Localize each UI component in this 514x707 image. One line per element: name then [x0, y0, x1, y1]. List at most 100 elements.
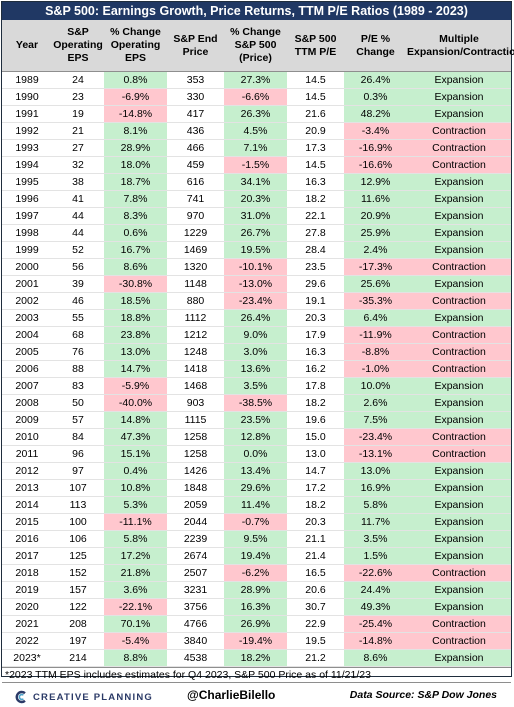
cell-eps-chg: 0.4%: [104, 462, 167, 480]
cell-price: 1248: [167, 343, 224, 361]
cell-price-chg: 31.0%: [224, 207, 287, 225]
cell-price: 3840: [167, 632, 224, 650]
cell-price: 466: [167, 139, 224, 157]
cell-year: 2008: [2, 394, 52, 412]
cell-eps-chg: 0.6%: [104, 224, 167, 242]
cell-eps-chg: 0.8%: [104, 71, 167, 89]
cell-price-chg: 13.4%: [224, 462, 287, 480]
cell-price-chg: 20.3%: [224, 190, 287, 208]
cell-eps-chg: -11.1%: [104, 513, 167, 531]
cell-eps-chg: 8.6%: [104, 258, 167, 276]
cell-eps: 19: [52, 105, 104, 123]
cell-pe-chg: -8.8%: [344, 343, 407, 361]
cell-year: 2019: [2, 581, 52, 599]
cell-multiple: Expansion: [407, 377, 511, 395]
cell-multiple: Contraction: [407, 343, 511, 361]
footnote: *2023 TTM EPS includes estimates for Q4 …: [2, 667, 511, 683]
table-row: 1999 52 16.7% 1469 19.5% 28.4 2.4% Expansion: [2, 241, 511, 259]
cell-pe-chg: 48.2%: [344, 105, 407, 123]
cell-eps: 56: [52, 258, 104, 276]
cell-price: 330: [167, 88, 224, 106]
cell-price: 1112: [167, 309, 224, 327]
cell-eps-chg: 70.1%: [104, 615, 167, 633]
cell-price: 4766: [167, 615, 224, 633]
cell-eps-chg: 5.3%: [104, 496, 167, 514]
cell-eps-chg: 18.0%: [104, 156, 167, 174]
cell-pe-chg: 1.5%: [344, 547, 407, 565]
cell-price-chg: 9.5%: [224, 530, 287, 548]
cell-pe-chg: -25.4%: [344, 615, 407, 633]
cell-year: 1998: [2, 224, 52, 242]
cell-pe: 17.2: [287, 479, 344, 497]
cell-pe: 21.6: [287, 105, 344, 123]
cell-pe-chg: 24.4%: [344, 581, 407, 599]
cell-eps: 41: [52, 190, 104, 208]
cell-price: 616: [167, 173, 224, 191]
cell-price-chg: -1.5%: [224, 156, 287, 174]
creative-planning-c-logo-icon: [15, 690, 26, 704]
cell-year: 1989: [2, 71, 52, 89]
cell-multiple: Contraction: [407, 139, 511, 157]
column-header-line: EPS: [67, 52, 89, 64]
column-header: P/E % Change: [344, 20, 407, 72]
cell-pe-chg: -16.6%: [344, 156, 407, 174]
cell-price: 1469: [167, 241, 224, 259]
cell-multiple: Expansion: [407, 173, 511, 191]
column-header: Multiple Expansion/Contraction: [407, 20, 514, 72]
cell-price: 2044: [167, 513, 224, 531]
cell-pe-chg: -35.3%: [344, 292, 407, 310]
cell-multiple: Expansion: [407, 88, 511, 106]
cell-eps: 152: [52, 564, 104, 582]
cell-price-chg: 11.4%: [224, 496, 287, 514]
cell-eps: 122: [52, 598, 104, 616]
cell-eps-chg: -30.8%: [104, 275, 167, 293]
cell-pe-chg: 10.0%: [344, 377, 407, 395]
column-header-line: Year: [15, 39, 39, 51]
cell-pe-chg: 2.6%: [344, 394, 407, 412]
cell-price: 1148: [167, 275, 224, 293]
cell-year: 1999: [2, 241, 52, 259]
cell-price-chg: -23.4%: [224, 292, 287, 310]
column-header-line: % Change: [110, 26, 161, 38]
cell-year: 2007: [2, 377, 52, 395]
cell-multiple: Expansion: [407, 394, 511, 412]
cell-pe-chg: 26.4%: [344, 71, 407, 89]
cell-price: 1320: [167, 258, 224, 276]
cell-eps-chg: -40.0%: [104, 394, 167, 412]
cell-eps-chg: 5.8%: [104, 530, 167, 548]
cell-multiple: Expansion: [407, 462, 511, 480]
cell-multiple: Contraction: [407, 445, 511, 463]
cell-year: 2014: [2, 496, 52, 514]
cell-price: 436: [167, 122, 224, 140]
cell-multiple: Expansion: [407, 241, 511, 259]
cell-pe: 22.9: [287, 615, 344, 633]
cell-eps: 100: [52, 513, 104, 531]
cell-pe-chg: 11.7%: [344, 513, 407, 531]
table-row: 1995 38 18.7% 616 34.1% 16.3 12.9% Expansion: [2, 173, 511, 191]
cell-price: 1212: [167, 326, 224, 344]
cell-eps: 68: [52, 326, 104, 344]
cell-pe-chg: -14.8%: [344, 632, 407, 650]
cell-pe-chg: 13.0%: [344, 462, 407, 480]
column-header-line: TTM P/E: [294, 45, 337, 58]
cell-year: 1996: [2, 190, 52, 208]
cell-year: 2013: [2, 479, 52, 497]
cell-pe: 17.3: [287, 139, 344, 157]
column-header-line: Operating: [110, 39, 161, 51]
cell-pe: 16.5: [287, 564, 344, 582]
cell-eps-chg: 13.0%: [104, 343, 167, 361]
column-header: S&P End Price: [167, 20, 224, 72]
cell-pe: 17.8: [287, 377, 344, 395]
cell-eps: 106: [52, 530, 104, 548]
column-header-line: Price: [182, 45, 209, 58]
table-row: 2013 107 10.8% 1848 29.6% 17.2 16.9% Expansion: [2, 479, 511, 497]
cell-pe: 22.1: [287, 207, 344, 225]
cell-year: 2022: [2, 632, 52, 650]
cell-price: 1229: [167, 224, 224, 242]
cell-multiple: Expansion: [407, 207, 511, 225]
cell-price-chg: -38.5%: [224, 394, 287, 412]
table-row: 2009 57 14.8% 1115 23.5% 19.6 7.5% Expansion: [2, 411, 511, 429]
cell-price-chg: -10.1%: [224, 258, 287, 276]
table-row: 1998 44 0.6% 1229 26.7% 27.8 25.9% Expansion: [2, 224, 511, 242]
